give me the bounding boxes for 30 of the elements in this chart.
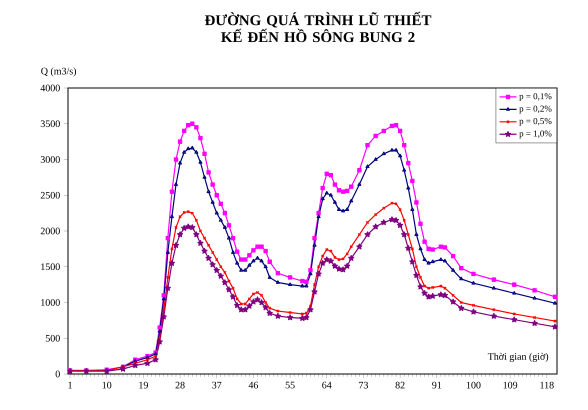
- y-tick-label: 4000: [40, 84, 60, 92]
- x-tick-label: 118: [540, 382, 554, 388]
- x-tick-label: 19: [139, 382, 148, 388]
- x-tick-label: 64: [322, 382, 332, 388]
- legend-label: p = 1,0%: [519, 130, 552, 138]
- y-tick-label: 2500: [40, 192, 60, 199]
- y-tick-label: 1500: [41, 263, 60, 270]
- x-tick-label: 91: [432, 382, 442, 388]
- legend-label: p = 0,1%: [519, 93, 552, 102]
- y-tick-label: 500: [46, 334, 60, 342]
- x-tick-label: 1: [68, 382, 72, 388]
- legend-label: p = 0,5%: [519, 118, 552, 126]
- chart-title: ĐƯỜNG QUÁ TRÌNH LŨ THIẾT KẾ ĐẾN HỒ SÔNG BUNG 2: [204, 12, 432, 42]
- x-tick-label: 109: [504, 382, 518, 388]
- x-tick-label: 100: [466, 382, 481, 388]
- y-tick-label: 3500: [40, 120, 60, 128]
- x-tick-label: 55: [286, 382, 295, 388]
- y-tick-label: 1000: [41, 299, 60, 306]
- y-tick-label: 2000: [40, 228, 60, 234]
- x-tick-label: 73: [359, 382, 368, 388]
- x-tick-label: 46: [248, 382, 258, 388]
- x-tick-label: 10: [102, 382, 112, 388]
- x-tick-label: 37: [212, 382, 222, 388]
- x-axis-title: Thời gian (giờ): [488, 352, 548, 362]
- y-axis-title: Q (m3/s): [41, 67, 76, 76]
- y-tick-label: 3000: [40, 156, 60, 163]
- x-tick-label: 28: [176, 382, 185, 388]
- x-tick-label: 82: [396, 382, 405, 388]
- legend-label: p = 0,2%: [519, 106, 552, 114]
- y-tick-label: 0: [56, 370, 60, 378]
